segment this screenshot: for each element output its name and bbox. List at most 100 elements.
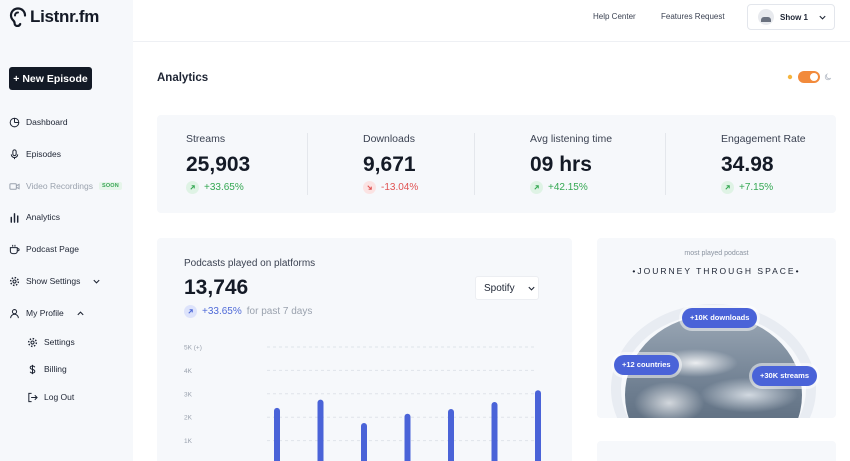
sidebar-item-label: Analytics (26, 212, 61, 222)
brand-name: Listnr.fm (30, 7, 100, 26)
page-title: Analytics (157, 72, 209, 84)
sidebar-item-log-out[interactable]: Log Out (27, 388, 74, 406)
topbar: Help Center Features Request Show 1 (133, 0, 850, 42)
stat-label: Downloads (363, 133, 415, 145)
trend-up-icon (721, 181, 734, 194)
soon-badge: SOON (98, 182, 122, 190)
platform-select[interactable]: Spotify (475, 276, 539, 300)
video-icon (9, 182, 20, 190)
downloads-badge: +10K downloads (682, 308, 758, 328)
sidebar-item-billing[interactable]: Billing (27, 360, 67, 378)
chart-bar[interactable] (317, 399, 324, 461)
theme-switch[interactable] (798, 71, 820, 83)
stat-change-value: -13.04% (381, 182, 419, 193)
platforms-card: Podcasts played on platforms 13,746 +33.… (157, 238, 572, 461)
sidebar-item-episodes[interactable]: Episodes (9, 145, 61, 163)
y-tick-label: 4K (184, 368, 193, 375)
sidebar-item-analytics[interactable]: Analytics (9, 208, 60, 226)
bar-chart-icon (10, 212, 19, 223)
stat-change: -13.04% (363, 181, 418, 194)
dashboard-icon (9, 117, 20, 127)
listnr-logo-icon (9, 7, 27, 27)
chevron-down-icon[interactable] (92, 277, 101, 286)
chart-bar[interactable] (535, 390, 541, 461)
stat-change-value: +7.15% (739, 182, 774, 193)
bottom-card (597, 441, 836, 461)
chart-bar[interactable] (274, 407, 280, 461)
sidebar-item-label: Billing (44, 364, 67, 374)
trend-up-icon (530, 181, 543, 194)
platforms-change-value: +33.65% (202, 306, 242, 317)
stat-change: +33.65% (186, 181, 244, 194)
sidebar-item-label: Settings (44, 337, 75, 347)
user-icon (10, 308, 19, 318)
stat-divider (665, 133, 666, 195)
stat-divider (474, 133, 475, 195)
y-tick-label: 1K (184, 438, 193, 445)
logo[interactable]: Listnr.fm (9, 7, 99, 27)
most-played-card: most played podcast •JOURNEY THROUGH SPA… (597, 238, 836, 418)
stat-change-value: +33.65% (204, 182, 244, 193)
stat-change-value: +42.15% (548, 182, 588, 193)
sun-icon (787, 74, 793, 80)
y-tick-label: 5K (+) (184, 345, 202, 352)
sidebar: Listnr.fm + New Episode Dashboard Episod… (0, 0, 133, 461)
sidebar-item-settings[interactable]: Settings (27, 333, 75, 351)
show-selector[interactable]: Show 1 (747, 4, 835, 30)
stat-change: +7.15% (721, 181, 773, 194)
podcast-page-icon (9, 244, 20, 254)
sidebar-item-label: Show Settings (26, 276, 81, 286)
chart-bar[interactable] (404, 413, 411, 461)
chevron-down-icon (527, 286, 535, 291)
show-selector-label: Show 1 (780, 12, 809, 22)
show-avatar (758, 9, 774, 25)
gear-icon (9, 276, 20, 286)
y-tick-label: 2K (184, 415, 193, 422)
platforms-value: 13,746 (184, 276, 249, 299)
gear-icon (27, 337, 38, 347)
sidebar-item-dashboard[interactable]: Dashboard (9, 113, 68, 131)
stat-label: Engagement Rate (721, 133, 806, 145)
sidebar-item-label: Episodes (26, 149, 61, 159)
trend-up-icon (186, 181, 199, 194)
sidebar-item-label: Podcast Page (26, 244, 79, 254)
platforms-change: +33.65% for past 7 days (184, 305, 312, 318)
platforms-title: Podcasts played on platforms (184, 258, 316, 269)
stat-value: 09 hrs (530, 153, 592, 176)
dollar-icon (29, 364, 36, 374)
logout-icon (28, 392, 38, 402)
stat-change: +42.15% (530, 181, 588, 194)
stat-label: Avg listening time (530, 133, 613, 145)
platforms-period: for past 7 days (246, 306, 313, 317)
sidebar-item-label: Video Recordings (26, 181, 93, 191)
sidebar-item-label: Log Out (44, 392, 75, 402)
new-episode-button[interactable]: + New Episode (9, 67, 92, 90)
chart-bar[interactable] (361, 423, 367, 461)
chart-bar[interactable] (491, 401, 498, 461)
sidebar-item-show-settings[interactable]: Show Settings (9, 272, 101, 290)
stat-value: 34.98 (721, 153, 774, 176)
features-request-link[interactable]: Features Request (661, 12, 725, 21)
stat-value: 9,671 (363, 153, 416, 176)
sidebar-item-podcast-page[interactable]: Podcast Page (9, 240, 79, 258)
theme-toggle[interactable] (786, 71, 832, 83)
stat-label: Streams (186, 133, 226, 145)
most-played-title: •JOURNEY THROUGH SPACE• (632, 266, 801, 276)
streams-badge: +30K streams (752, 366, 817, 386)
sidebar-item-video-recordings[interactable]: Video Recordings SOON (9, 177, 122, 195)
sidebar-item-label: My Profile (26, 308, 64, 318)
y-tick-label: 3K (184, 391, 193, 398)
platform-select-value: Spotify (484, 282, 515, 294)
stats-card: Streams 25,903 +33.65% Downloads 9,671 -… (157, 115, 836, 213)
trend-down-icon (363, 181, 376, 194)
chevron-up-icon[interactable] (76, 309, 85, 318)
help-center-link[interactable]: Help Center (593, 12, 636, 21)
most-played-kicker: most played podcast (684, 250, 749, 257)
chevron-down-icon (819, 15, 826, 20)
trend-up-icon (184, 305, 197, 318)
moon-icon (824, 73, 832, 81)
sidebar-item-my-profile[interactable]: My Profile (9, 304, 85, 322)
countries-badge: +12 countries (614, 355, 679, 375)
chart-bar[interactable] (448, 409, 454, 461)
microphone-icon (10, 148, 19, 159)
